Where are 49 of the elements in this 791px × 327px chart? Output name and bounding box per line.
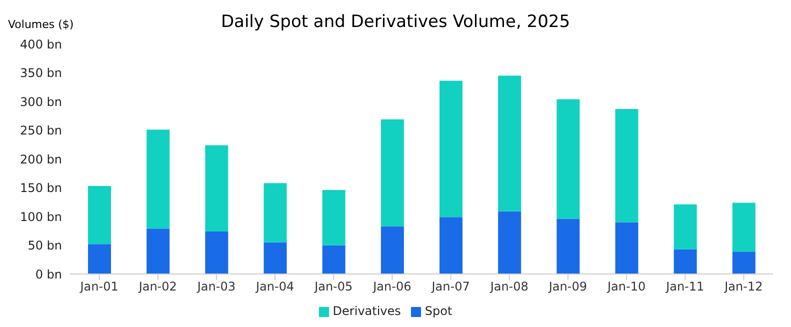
bar — [380, 119, 404, 226]
x-tick-label: Jan-02 — [138, 280, 177, 294]
bar — [440, 80, 462, 218]
y-tick-label: 150 bn — [20, 181, 62, 196]
bar — [380, 226, 404, 274]
bar — [146, 130, 170, 229]
y-tick-label: 200 bn — [20, 152, 62, 166]
y-axis-title: Volumes ($) — [8, 18, 74, 31]
bar — [498, 76, 522, 212]
bar — [322, 245, 346, 274]
y-tick-label: 100 bn — [20, 210, 62, 224]
y-tick-label: 350 bn — [20, 66, 62, 80]
x-tick-label: Jan-06 — [372, 280, 412, 294]
legend-label: Derivatives — [332, 304, 401, 318]
bar — [498, 211, 522, 274]
bar — [674, 249, 697, 274]
bar — [732, 252, 756, 274]
bar — [732, 202, 756, 252]
x-tick-label: Jan-07 — [430, 280, 470, 294]
bar — [88, 244, 111, 274]
bar — [440, 217, 462, 274]
y-tick-label: 400 bn — [20, 37, 62, 52]
y-tick-label: 50 bn — [28, 238, 62, 253]
bar — [146, 228, 170, 274]
bar — [205, 145, 228, 232]
x-tick-label: Jan-05 — [314, 280, 353, 294]
x-tick-label: Jan-12 — [724, 280, 763, 294]
x-tick-label: Jan-09 — [548, 280, 588, 294]
bar — [615, 222, 638, 274]
x-tick-label: Jan-10 — [606, 280, 646, 294]
bar — [205, 231, 228, 274]
bar — [264, 183, 287, 242]
bar — [615, 108, 638, 222]
legend-label: Spot — [424, 304, 452, 318]
chart-title: Daily Spot and Derivatives Volume, 2025 — [220, 12, 570, 32]
bar — [556, 218, 580, 274]
y-tick-label: 250 bn — [20, 124, 62, 138]
x-tick-label: Jan-04 — [254, 280, 294, 294]
bar — [674, 204, 697, 250]
bar — [264, 242, 287, 274]
x-tick-label: Jan-01 — [79, 280, 118, 294]
x-tick-label: Jan-11 — [665, 280, 704, 294]
x-tick-label: Jan-03 — [196, 280, 236, 294]
bar — [556, 99, 580, 219]
bar — [322, 190, 346, 246]
y-tick-label: 300 bn — [20, 94, 62, 109]
x-tick-label: Jan-08 — [489, 280, 528, 294]
y-tick-label: 0 bn — [35, 267, 62, 282]
bar — [88, 186, 111, 244]
